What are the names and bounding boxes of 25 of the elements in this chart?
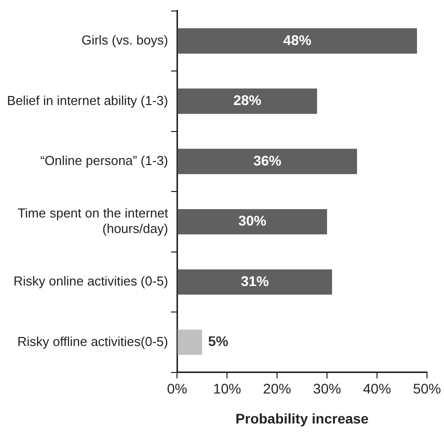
bar [178,28,417,54]
bar [178,88,318,114]
bar [178,330,202,355]
data-label: 36% [253,152,282,168]
data-label: 28% [233,92,262,108]
y-tick-label: Risky online activities (0-5) [14,274,168,289]
data-label: 30% [238,212,267,229]
bar [178,148,358,174]
y-tick-label: Girls (vs. boys) [81,32,168,48]
x-axis-title: Probability increase [236,410,369,426]
x-tick-label: 10% [213,380,242,397]
y-tick-label: Risky offline activities(0-5) [17,334,168,349]
y-tick-label: “Online persona” (1-3) [40,153,168,168]
y-tick-label: Time spent on the internet (hours/day) [18,206,168,236]
bar [178,209,328,234]
x-tick-label: 20% [263,380,292,397]
x-tick-label: 40% [363,380,392,397]
data-label: 5% [208,333,229,350]
data-label: 31% [240,272,270,289]
x-tick-label: 30% [313,380,342,397]
x-tick-label: 50% [412,380,442,397]
x-tick-label: 0% [167,380,188,397]
data-label: 48% [283,32,312,48]
y-tick-label: Belief in internet ability (1-3) [6,92,168,108]
bar [178,269,332,295]
